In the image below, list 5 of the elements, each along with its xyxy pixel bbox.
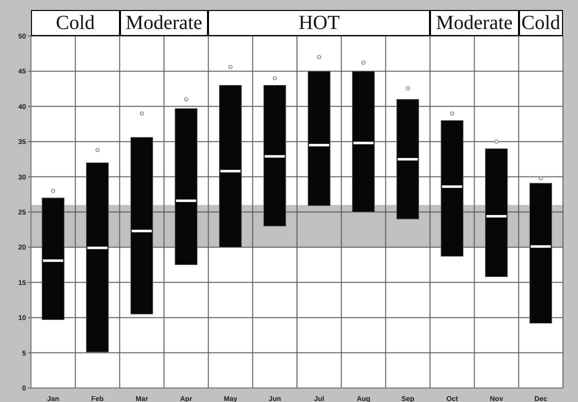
- band-label: Cold: [518, 10, 563, 36]
- band-label: Moderate: [430, 10, 519, 36]
- band-label: Cold: [31, 10, 120, 36]
- band-label: Moderate: [120, 10, 208, 36]
- band-label: HOT: [208, 10, 430, 36]
